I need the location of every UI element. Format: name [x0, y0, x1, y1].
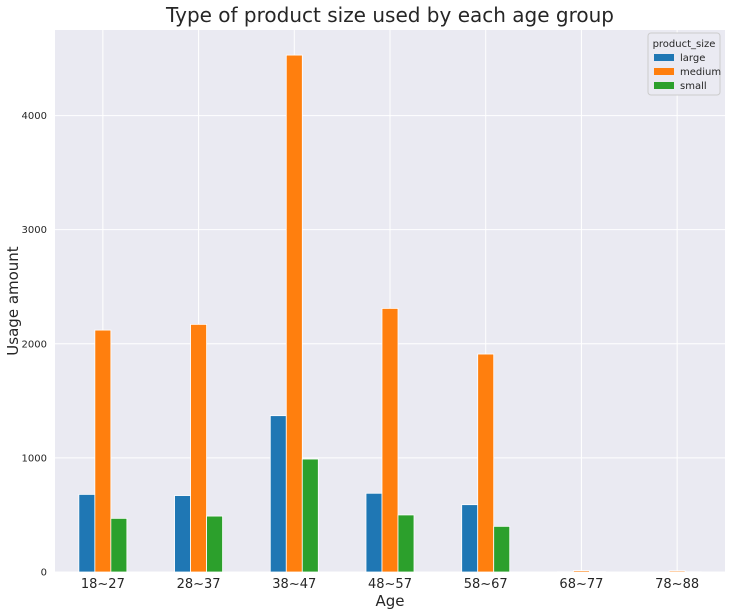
legend-swatch-small: [654, 82, 674, 89]
x-tick-labels: 18~27 28~37 38~47 48~57 58~67 68~77 78~88: [81, 577, 699, 592]
legend-swatch-medium: [654, 68, 674, 75]
bar-small-38~47: [301, 458, 319, 573]
bar-large-58~67: [461, 504, 479, 573]
y-axis-label: Usage amount: [4, 246, 22, 355]
y-tick-label: 2000: [22, 339, 47, 350]
x-tick-label: 48~57: [368, 577, 412, 592]
legend-label-large: large: [680, 53, 705, 64]
bar-small-18~27: [110, 517, 128, 573]
legend-label-small: small: [680, 81, 707, 92]
x-tick-label: 28~37: [177, 577, 221, 592]
bar-large-28~37: [174, 495, 191, 573]
y-tick-label: 3000: [22, 225, 47, 236]
bar-large-38~47: [269, 415, 287, 573]
bar-medium-58~67: [477, 353, 495, 573]
x-tick-label: 68~77: [559, 577, 603, 592]
y-tick-label: 4000: [22, 111, 47, 122]
bar-medium-18~27: [94, 329, 112, 573]
chart-title: Type of product size used by each age gr…: [165, 3, 614, 27]
x-tick-label: 38~47: [272, 577, 316, 592]
bar-medium-38~47: [285, 54, 303, 573]
legend-label-medium: medium: [680, 67, 721, 78]
x-axis-label: Age: [375, 592, 404, 610]
legend-box: [647, 32, 721, 96]
legend-title: product_size: [653, 39, 716, 50]
x-tick-label: 58~67: [464, 577, 508, 592]
bar-small-28~37: [206, 515, 223, 573]
x-tick-label: 78~88: [655, 577, 699, 592]
y-tick-label: 1000: [22, 453, 47, 464]
bar-large-18~27: [78, 494, 96, 573]
bar-small-58~67: [493, 525, 511, 573]
bar-large-48~57: [365, 492, 383, 573]
bar-small-48~57: [397, 514, 415, 573]
legend[interactable]: product_size large medium small: [647, 32, 721, 96]
y-tick-label: 0: [41, 568, 47, 579]
bar-medium-78~88: [668, 570, 686, 573]
legend-swatch-large: [654, 54, 674, 61]
bars: [78, 54, 702, 573]
x-tick-label: 18~27: [81, 577, 125, 592]
y-tick-labels: 0 1000 2000 3000 4000: [22, 111, 47, 578]
bar-medium-28~37: [190, 323, 207, 573]
bar-medium-48~57: [381, 308, 399, 573]
bar-medium-68~77: [573, 570, 590, 573]
